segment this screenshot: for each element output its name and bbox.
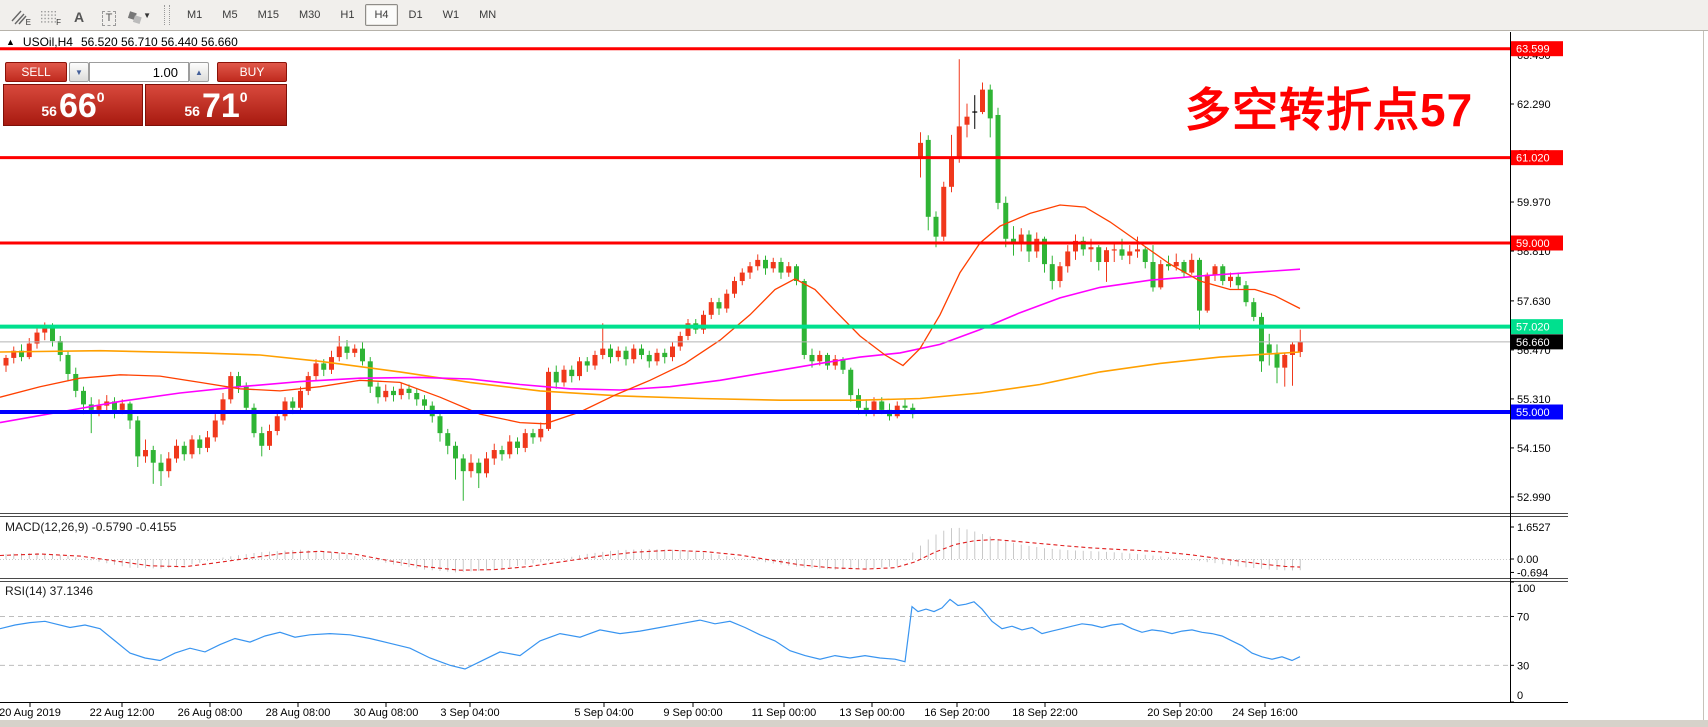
timeframe-button-m1[interactable]: M1 [187, 9, 203, 21]
time-label: 13 Sep 00:00 [839, 707, 904, 719]
time-label: 24 Sep 16:00 [1232, 707, 1297, 719]
toolbar-grip [164, 5, 170, 25]
price-badge-59.000 [1511, 235, 1563, 251]
spinner-down-icon: ▼ [75, 67, 83, 77]
macd-histogram [5, 527, 1301, 573]
timeframe-button-mn[interactable]: MN [479, 9, 497, 21]
level-lines [0, 47, 1510, 415]
sell-price-button[interactable]: 56 66 0 [3, 84, 143, 126]
objects-tool-icon[interactable]: ▼ [127, 4, 151, 26]
svg-text:63.599: 63.599 [1516, 44, 1550, 56]
time-label: 18 Sep 22:00 [1012, 707, 1077, 719]
rsi-line [0, 598, 1301, 670]
ohlc-values: 56.520 56.710 56.440 56.660 [80, 35, 238, 49]
svg-text:54.150: 54.150 [1517, 443, 1551, 455]
time-label: 3 Sep 04:00 [440, 707, 499, 719]
price-badge-55.000 [1511, 404, 1563, 420]
text-tool-icon[interactable]: A [73, 9, 85, 25]
collapse-arrow-icon[interactable]: ▲ [6, 37, 15, 47]
timeframe-button-h1[interactable]: H1 [340, 9, 355, 21]
svg-text:0.00: 0.00 [1517, 554, 1538, 566]
price-badge-63.599 [1511, 41, 1563, 57]
rsi-panel [0, 598, 1510, 670]
annotation-text: 多空转折点57 [1185, 84, 1474, 136]
timeframe-button-h4[interactable]: H4 [365, 4, 398, 26]
toolbar: E F A T ▼ M1 M5 M15 M30 H1 H4 D1 W1 MN [0, 0, 1708, 31]
svg-text:57.630: 57.630 [1517, 296, 1551, 308]
svg-text:56.660: 56.660 [1516, 337, 1550, 349]
time-label: 22 Aug 12:00 [90, 707, 155, 719]
buy-price-button[interactable]: 56 71 0 [145, 84, 287, 126]
macd-signal-line [0, 539, 1301, 571]
window-bottom-edge [0, 720, 1708, 727]
svg-text:52.990: 52.990 [1517, 492, 1551, 504]
chart-header: ▲ USOil,H4 56.520 56.710 56.440 56.660 [6, 35, 238, 49]
indicator-axes: 1.6527 0.00-0.694 100 70 30 0 [1510, 522, 1551, 703]
buy-price-prefix: 56 [184, 103, 200, 119]
one-click-trade-panel: SELL ▼ 1.00 ▲ BUY 56 66 0 56 71 0 [3, 62, 287, 126]
sell-price-pip: 0 [96, 89, 105, 105]
tool-buttons: E F A T ▼ [4, 4, 154, 27]
time-label: 30 Aug 08:00 [354, 707, 419, 719]
label-tool-icon[interactable]: T [97, 4, 121, 26]
ma-fast-line [0, 204, 1301, 425]
svg-text:1.6527: 1.6527 [1517, 522, 1551, 534]
price-badges: 63.599 61.020 59.000 57.020 56.660 55.000 [1511, 41, 1563, 420]
svg-text:100: 100 [1517, 583, 1535, 595]
time-label: 16 Sep 20:00 [924, 707, 989, 719]
timeframe-button-m5[interactable]: M5 [222, 9, 238, 21]
time-label: 5 Sep 04:00 [574, 707, 633, 719]
ma-mid-line [0, 268, 1301, 424]
time-label: 20 Aug 2019 [0, 707, 61, 719]
volume-decrease-button[interactable]: ▼ [69, 62, 89, 82]
svg-text:57.020: 57.020 [1516, 322, 1550, 334]
timeframe-button-m15[interactable]: M15 [257, 9, 279, 21]
svg-text:61.020: 61.020 [1516, 153, 1550, 165]
svg-text:59.970: 59.970 [1517, 197, 1551, 209]
rsi-indicator-label: RSI(14) 37.1346 [5, 584, 94, 598]
price-badge-61.020 [1511, 150, 1563, 166]
grid-tool-icon[interactable]: F [37, 4, 61, 27]
sell-button[interactable]: SELL [5, 62, 67, 82]
macd-indicator-label: MACD(12,26,9) -0.5790 -0.4155 [5, 520, 177, 534]
svg-text:55.000: 55.000 [1516, 407, 1550, 419]
svg-text:59.000: 59.000 [1516, 238, 1550, 250]
ma-slow-line [0, 349, 1301, 402]
timeframe-toolbar: M1 M5 M15 M30 H1 H4 D1 W1 MN [178, 4, 505, 26]
timeframe-button-m30[interactable]: M30 [298, 9, 321, 21]
svg-text:55.310: 55.310 [1517, 394, 1551, 406]
buy-button[interactable]: BUY [217, 62, 287, 82]
svg-text:70: 70 [1517, 611, 1529, 623]
macd-panel [0, 527, 1510, 573]
svg-text:30: 30 [1517, 660, 1529, 672]
ma-lines [0, 204, 1301, 425]
time-label: 26 Aug 08:00 [178, 707, 243, 719]
panel-frames [0, 31, 1704, 720]
spinner-up-icon: ▲ [195, 67, 203, 77]
volume-input[interactable]: 1.00 [89, 62, 189, 82]
price-axis[interactable]: 63.45062.29061.12059.97058.81057.63056.4… [1510, 50, 1551, 504]
buy-price-pip: 0 [239, 89, 248, 105]
time-label: 11 Sep 00:00 [752, 707, 817, 719]
timeframe-button-w1[interactable]: W1 [442, 9, 460, 21]
symbol-label: USOil,H4 [22, 35, 73, 49]
time-axis[interactable]: 20 Aug 2019 22 Aug 12:00 26 Aug 08:00 28 Au… [0, 703, 1298, 719]
timeframe-button-d1[interactable]: D1 [408, 9, 423, 21]
time-label: 9 Sep 00:00 [663, 707, 722, 719]
svg-text:0: 0 [1517, 690, 1523, 702]
volume-increase-button[interactable]: ▲ [189, 62, 209, 82]
svg-text:-0.694: -0.694 [1517, 567, 1548, 579]
time-label: 28 Aug 08:00 [266, 707, 331, 719]
price-badge-57.020 [1511, 319, 1563, 335]
sell-price-main: 66 [58, 87, 97, 125]
buy-price-main: 71 [201, 87, 240, 125]
sell-price-prefix: 56 [41, 103, 57, 119]
svg-text:62.290: 62.290 [1517, 99, 1551, 111]
price-badge-56.660 [1511, 334, 1563, 350]
time-label: 20 Sep 20:00 [1147, 707, 1212, 719]
crosshair-tool-icon[interactable]: E [7, 4, 31, 27]
